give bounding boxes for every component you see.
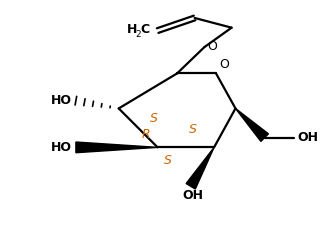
Text: 2: 2 [135,30,141,39]
Text: S: S [150,112,158,125]
Text: O: O [207,40,217,53]
Text: S: S [163,154,171,168]
Text: H: H [126,23,137,36]
Polygon shape [236,109,268,141]
Text: S: S [189,123,196,136]
Text: HO: HO [51,94,72,107]
Text: O: O [219,59,229,71]
Polygon shape [186,147,214,189]
Text: R: R [142,128,150,141]
Text: OH: OH [182,189,203,202]
Polygon shape [76,142,158,153]
Text: C: C [140,23,149,36]
Text: OH: OH [298,131,319,144]
Text: HO: HO [51,141,72,154]
